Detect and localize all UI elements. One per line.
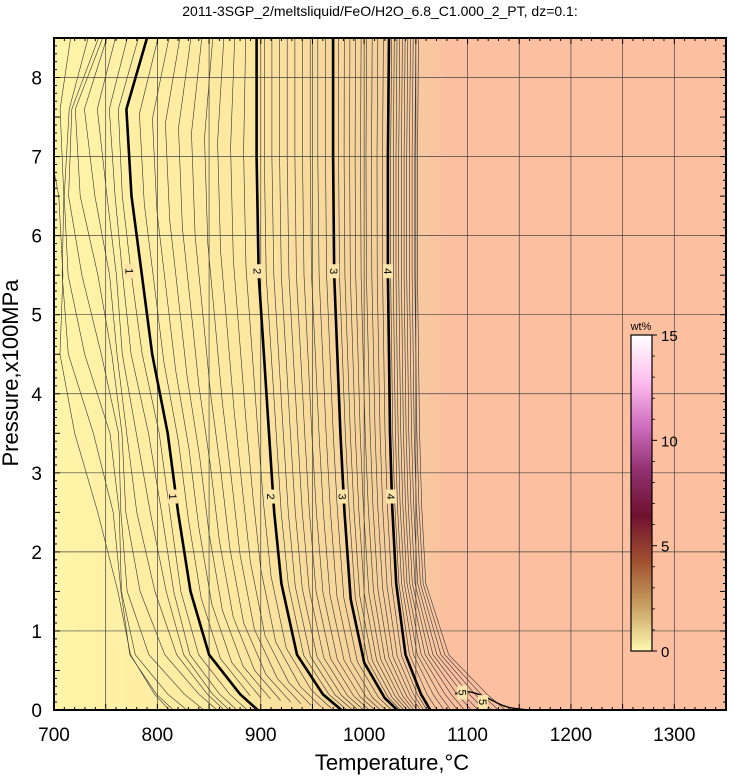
y-tick-label: 1 (31, 622, 42, 643)
thin-contour-line (365, 38, 418, 710)
contour-label: 3 (335, 493, 347, 499)
contour-label-bg (124, 264, 135, 279)
thin-contour-line (191, 38, 292, 703)
contour-label-bg (457, 685, 468, 700)
x-tick-label: 1200 (550, 725, 592, 746)
thin-contour-line (165, 38, 271, 700)
x-tick-label: 1300 (653, 725, 695, 746)
y-axis-tick-labels: 0 1 2 3 4 5 6 7 8 (31, 69, 42, 722)
contour-labels: 1 2 3 4 1 2 3 4 5 5 (122, 264, 489, 710)
y-tick-label: 5 (31, 306, 42, 327)
thin-contour-line (84, 38, 225, 710)
contour-label-bg (266, 489, 277, 504)
thin-contour-line (371, 38, 421, 710)
thin-contour-line (403, 38, 472, 710)
contour-line-2 (255, 38, 343, 710)
thin-contour-line (398, 38, 458, 710)
thin-contour-line (230, 38, 322, 708)
thin-contour-line (376, 38, 424, 710)
plot-frame (53, 37, 727, 711)
thin-contour-line (139, 38, 251, 696)
contour-label: 5 (476, 699, 488, 705)
thin-contour-line (68, 38, 205, 710)
contour-label-bg (337, 489, 348, 504)
chart-title: 2011-3SGP_2/meltsliquid/FeO/H2O_6.8_C1.0… (182, 3, 577, 19)
y-tick-label: 8 (31, 69, 42, 90)
thin-contour-line (354, 38, 411, 710)
contour-label: 5 (455, 690, 467, 696)
y-tick-label: 7 (31, 148, 42, 169)
thin-contour-line (217, 38, 312, 706)
thin-contour-line (96, 38, 230, 710)
colorbar-tick-label: 10 (661, 433, 678, 450)
x-axis-title: Temperature,°C (315, 750, 469, 775)
thin-contour-line (343, 38, 405, 710)
y-tick-label: 3 (31, 464, 42, 485)
thin-contour-line (338, 38, 401, 710)
thin-contour-line (152, 38, 261, 698)
colorbar: wt% 0 5 10 15 (630, 321, 678, 661)
thin-contour-line (63, 38, 187, 710)
contour-line-4 (386, 38, 432, 710)
colorbar-tick-label: 0 (661, 644, 669, 661)
thin-contour-line (409, 38, 486, 710)
contour-label-bg (329, 264, 340, 279)
contour-label: 1 (122, 268, 134, 274)
thin-contour-line (178, 38, 281, 701)
colorbar-unit: wt% (630, 321, 652, 333)
contour-label-bg (167, 489, 178, 504)
colorbar-tick-label: 5 (661, 539, 669, 556)
y-tick-label: 4 (31, 385, 42, 406)
x-tick-label: 1000 (343, 725, 385, 746)
contour-label: 3 (327, 268, 339, 274)
thin-contour-line (360, 38, 415, 710)
thin-contour-line (393, 38, 445, 710)
thin-contour-line (74, 38, 218, 710)
contour-label-bg (386, 489, 397, 504)
contour-label-bg (382, 264, 393, 279)
colorbar-gradient (630, 334, 653, 652)
x-tick-label: 900 (245, 725, 277, 746)
plot-area: 1 2 3 4 1 2 3 4 5 5 (54, 38, 726, 710)
x-tick-label: 800 (142, 725, 174, 746)
contour-label: 1 (166, 493, 178, 499)
contour-label: 2 (264, 493, 276, 499)
contour-label-bg (478, 695, 489, 710)
thin-contour-line (54, 169, 170, 710)
y-tick-label: 2 (31, 543, 42, 564)
contour-label: 4 (384, 493, 396, 499)
contour-line-3 (331, 38, 399, 710)
thin-contour-line (411, 38, 492, 710)
thin-contour-line (401, 38, 465, 710)
contour-line-1 (125, 38, 259, 710)
y-axis-title: Pressure,x100MPa (0, 279, 23, 467)
frame-ticks (53, 37, 727, 711)
x-tick-label: 1100 (447, 725, 488, 746)
thin-contour-line (414, 38, 499, 710)
contour-label: 4 (381, 268, 393, 274)
colorbar-tick-label: 15 (661, 328, 678, 345)
y-tick-label: 0 (31, 701, 42, 722)
colorbar-tick-labels: 0 5 10 15 (652, 328, 678, 661)
thin-contour-line (108, 38, 238, 710)
thin-contour-line (382, 38, 428, 710)
thin-contour-line (390, 38, 438, 710)
thin-contour-line (395, 38, 452, 710)
thin-contour-line (204, 38, 302, 704)
thin-contour-line (349, 38, 408, 710)
contour-label: 2 (251, 268, 263, 274)
x-axis-tick-labels: 700 800 900 1000 1100 1200 1300 (38, 725, 695, 746)
contour-label-bg (252, 264, 263, 279)
y-tick-label: 6 (31, 227, 42, 248)
thin-contour-line (406, 38, 479, 710)
x-tick-label: 700 (38, 725, 70, 746)
